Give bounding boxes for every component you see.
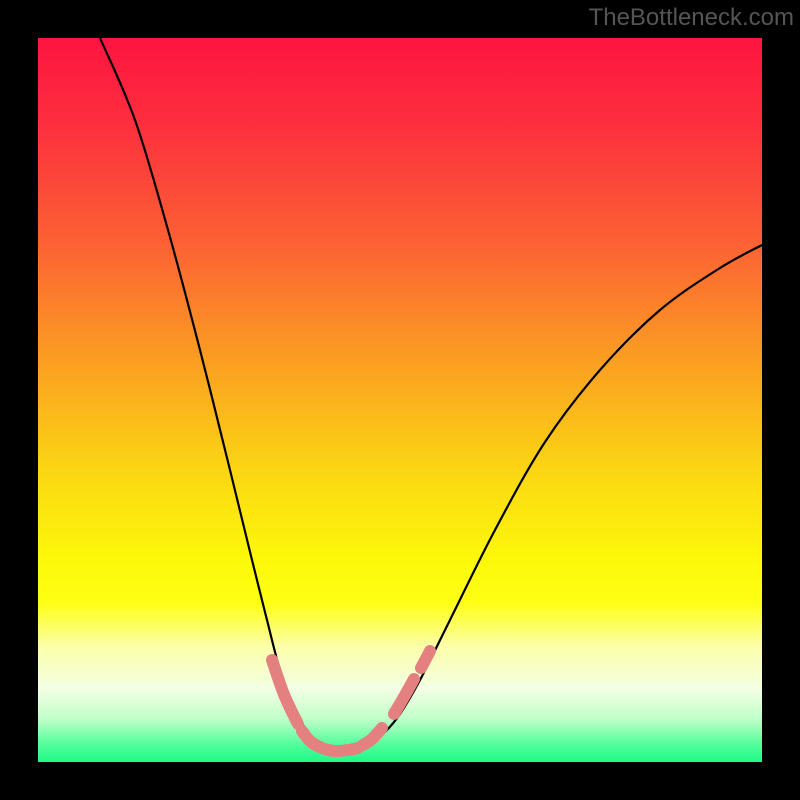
bottleneck-curve-chart	[0, 0, 800, 800]
gradient-plot-area	[38, 38, 762, 762]
highlight-segment-5	[421, 651, 430, 668]
chart-stage: TheBottleneck.com	[0, 0, 800, 800]
watermark-text: TheBottleneck.com	[589, 4, 794, 32]
